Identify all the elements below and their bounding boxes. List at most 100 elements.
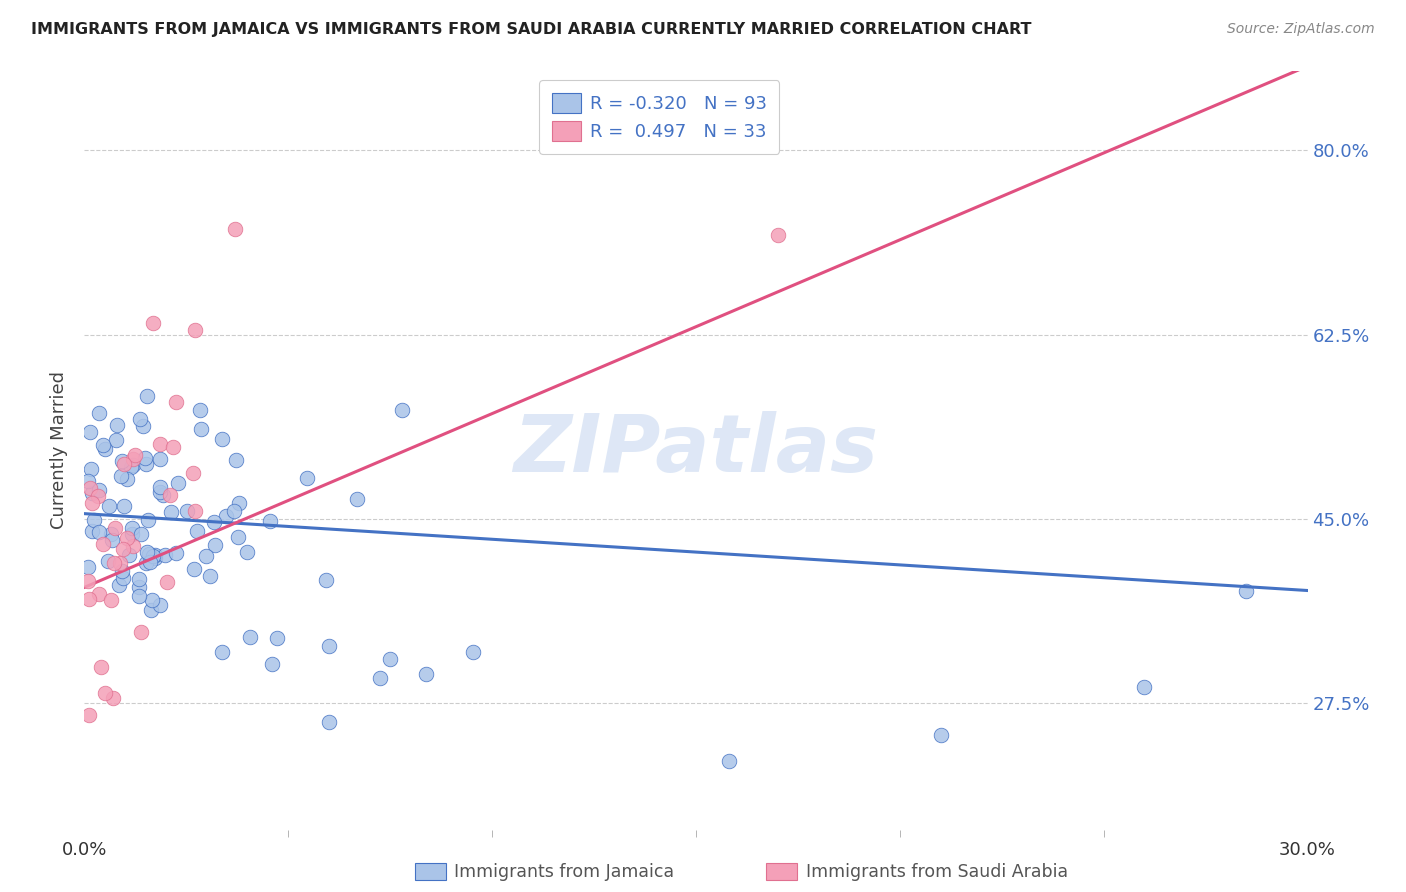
Point (77, 708, 100, 723)
Point (129, 625, 152, 640)
Point (239, 630, 262, 644)
Point (100, 533, 122, 547)
Point (136, 545, 159, 559)
Point (138, 547, 160, 561)
Point (87, 587, 110, 601)
Point (77, 560, 100, 574)
Point (766, 227, 789, 242)
Point (121, 526, 143, 541)
Point (156, 574, 179, 589)
Point (149, 452, 172, 467)
Point (141, 593, 163, 607)
Point (152, 488, 174, 502)
Point (142, 549, 165, 564)
Point (200, 569, 222, 583)
Text: Immigrants from Jamaica: Immigrants from Jamaica (454, 863, 675, 881)
Point (97, 500, 120, 514)
Point (228, 496, 250, 510)
Point (111, 453, 134, 467)
Point (115, 532, 138, 546)
Point (80, 486, 103, 500)
Point (225, 452, 247, 467)
Point (89, 406, 111, 420)
Text: Immigrants from Saudi Arabia: Immigrants from Saudi Arabia (806, 863, 1067, 881)
Point (226, 530, 249, 544)
Point (83, 513, 105, 527)
Point (128, 580, 150, 594)
Point (108, 578, 131, 592)
Point (211, 645, 233, 659)
Point (90, 660, 112, 674)
Point (79, 481, 101, 495)
Point (112, 499, 135, 513)
Point (121, 521, 143, 535)
Point (262, 657, 284, 672)
Point (80, 496, 103, 510)
Point (87, 483, 110, 497)
Point (80, 462, 103, 476)
Point (194, 549, 217, 564)
Point (415, 667, 437, 681)
Point (143, 551, 166, 566)
Point (155, 548, 177, 562)
Point (346, 492, 368, 507)
Point (1133, 681, 1156, 695)
Point (111, 542, 134, 557)
Point (139, 603, 162, 617)
Point (105, 417, 128, 432)
Point (121, 452, 143, 467)
Point (143, 549, 166, 563)
Point (138, 555, 160, 569)
Point (128, 572, 150, 586)
Point (77, 574, 100, 588)
Point (124, 449, 146, 463)
Point (149, 598, 172, 612)
Point (129, 527, 152, 541)
Point (79, 425, 101, 439)
Point (167, 476, 190, 491)
Point (929, 728, 952, 742)
Text: ZIPatlas: ZIPatlas (513, 411, 879, 490)
Point (122, 539, 145, 553)
Point (82, 524, 104, 538)
Legend: R = -0.320   N = 93, R =  0.497   N = 33: R = -0.320 N = 93, R = 0.497 N = 33 (538, 80, 779, 153)
Point (110, 469, 132, 483)
Point (165, 546, 187, 560)
Point (160, 505, 183, 519)
Point (186, 524, 208, 538)
Point (149, 485, 172, 500)
Point (391, 402, 413, 417)
Point (190, 421, 212, 435)
Point (122, 458, 145, 472)
Point (1236, 583, 1258, 598)
Point (128, 590, 150, 604)
Point (108, 556, 131, 570)
Point (378, 652, 401, 666)
Point (105, 433, 128, 447)
Point (103, 556, 125, 570)
Point (101, 690, 124, 705)
Point (159, 488, 181, 502)
Point (295, 471, 318, 485)
Point (149, 480, 172, 494)
Point (97, 553, 120, 567)
Point (135, 557, 157, 571)
Point (134, 451, 156, 466)
Point (165, 395, 187, 409)
Point (118, 549, 141, 563)
Point (100, 592, 122, 607)
Point (93, 442, 115, 457)
Point (717, 754, 740, 768)
Point (100, 526, 122, 541)
Point (104, 521, 127, 535)
Point (87, 489, 110, 503)
Point (259, 514, 281, 528)
Point (368, 671, 391, 685)
Point (129, 412, 152, 426)
Point (235, 545, 257, 559)
Point (91, 537, 114, 551)
Point (184, 323, 207, 337)
Point (135, 457, 157, 471)
Point (183, 562, 205, 576)
Point (149, 437, 172, 451)
